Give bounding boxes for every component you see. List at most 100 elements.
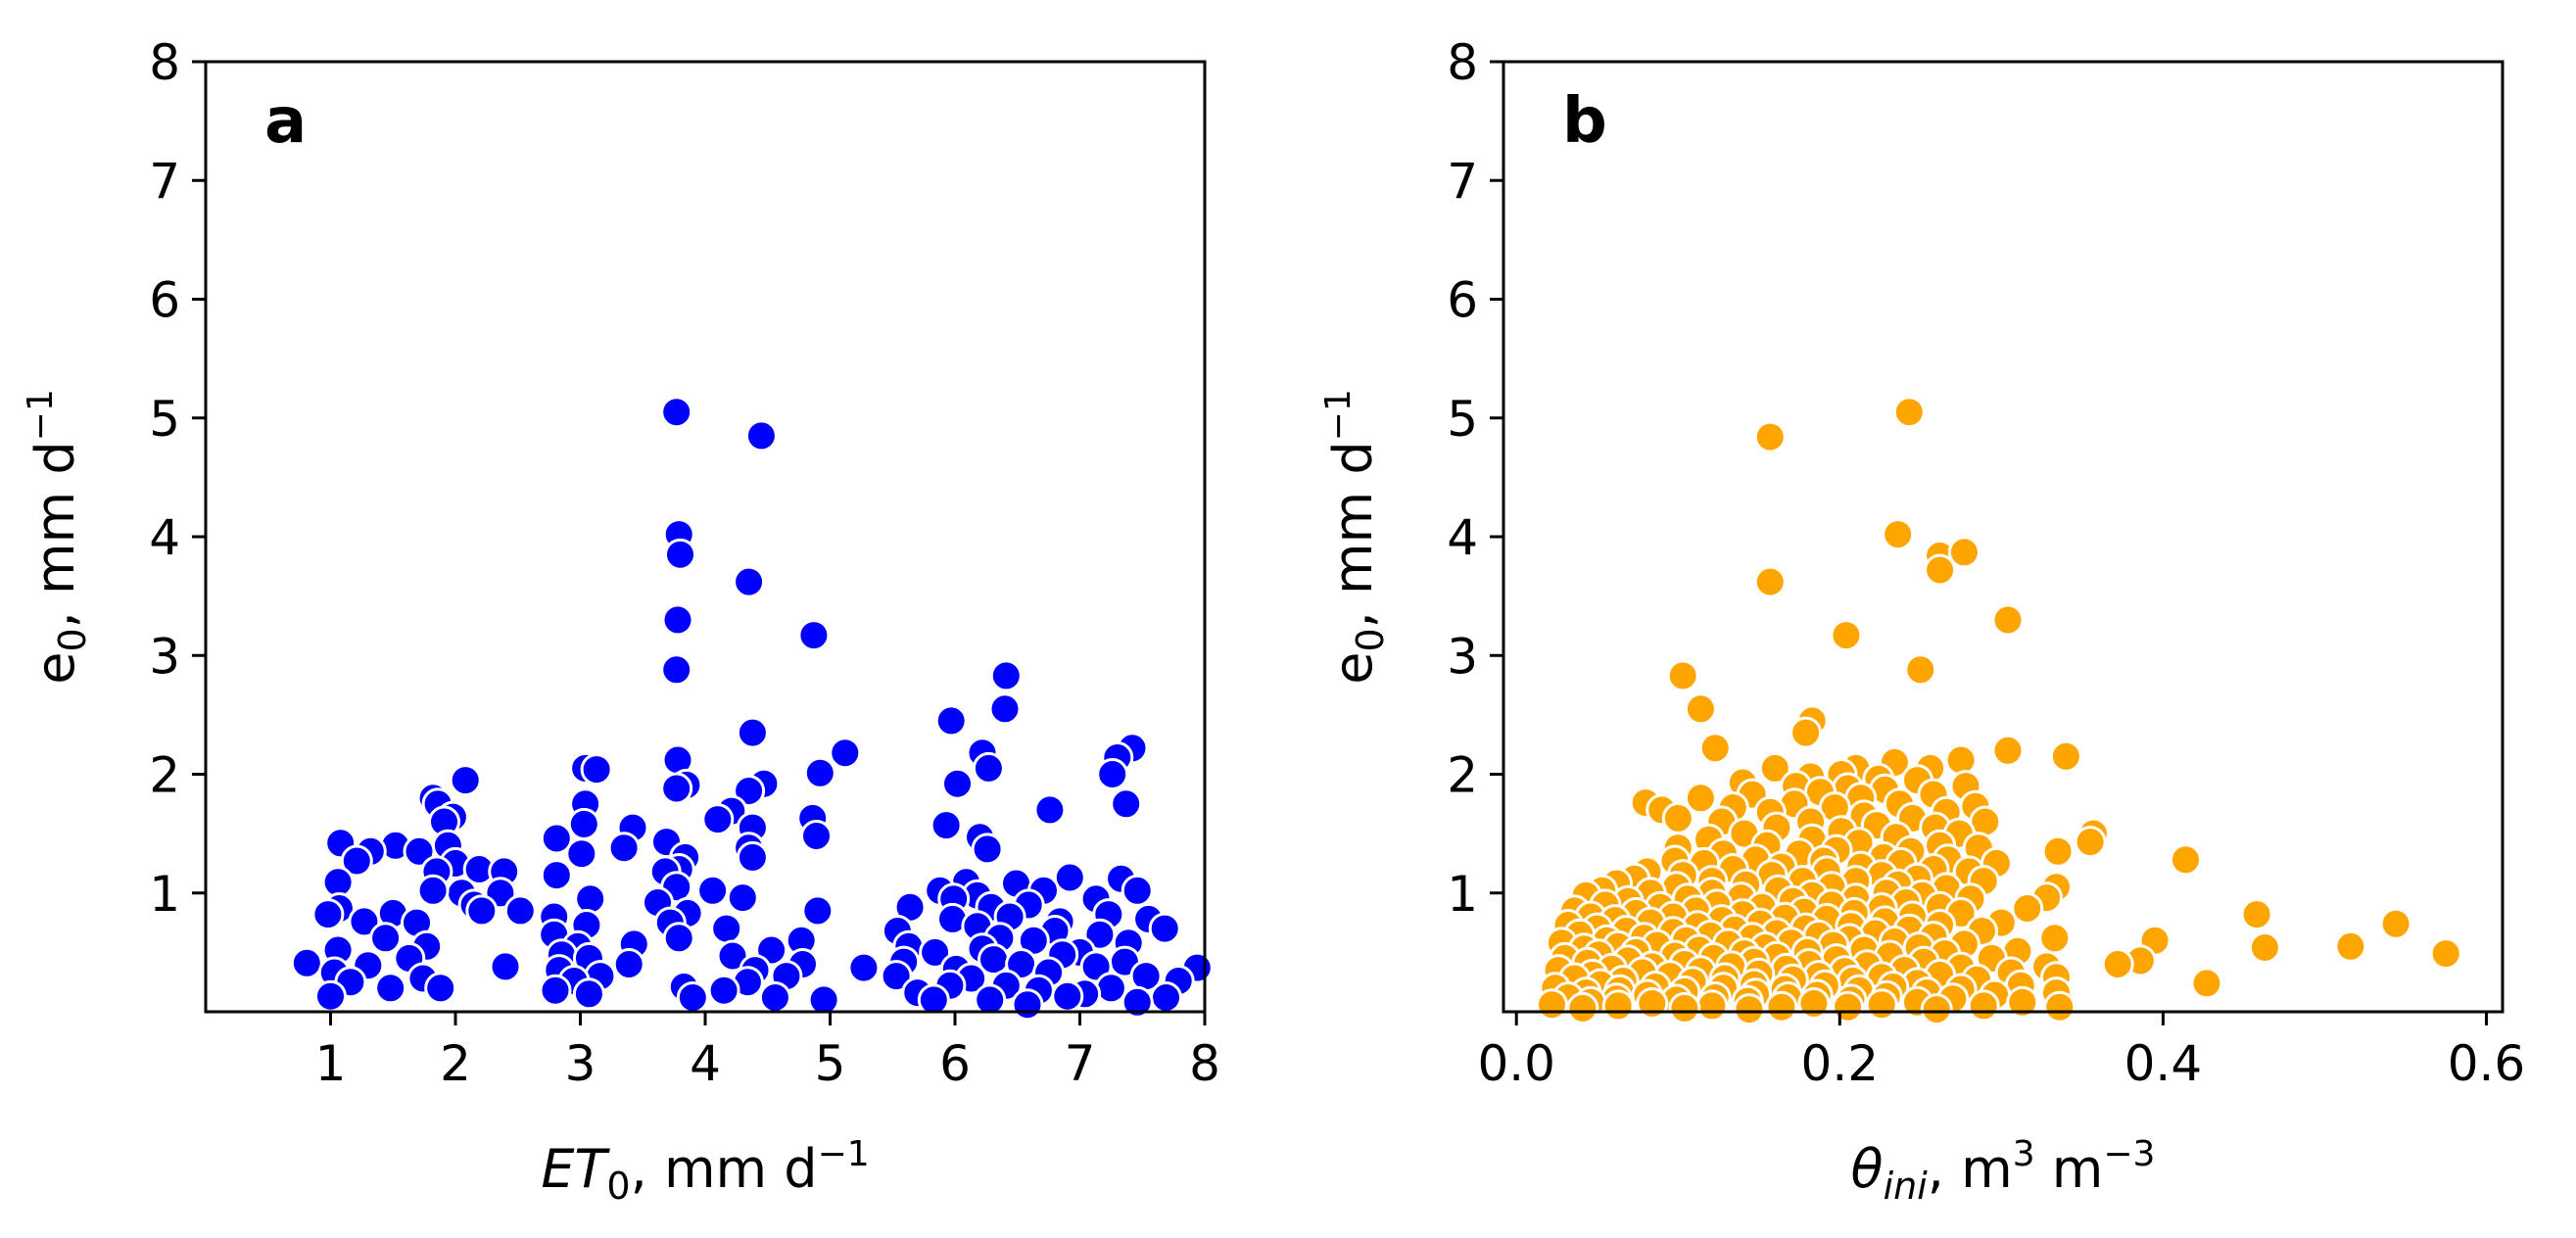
panel-a-point-71 [1121, 874, 1154, 907]
panel-a-ylabel-units: , mm d [24, 441, 86, 628]
panel-a-point-0 [660, 396, 693, 429]
panel-a-point-136 [612, 948, 645, 980]
panel-b-point-2 [1882, 518, 1915, 551]
panel-a-y-axis-label: e0, mm d−1 [21, 389, 94, 684]
panel-a-point-5 [661, 603, 694, 637]
panel-b-y-tick-label-5: 6 [1447, 272, 1478, 329]
panel-a-point-1 [744, 419, 778, 452]
panel-a-point-30 [1110, 787, 1143, 821]
panel-b-x-tick-label-0: 0.0 [1477, 1035, 1555, 1092]
panel-b-point-273 [1865, 988, 1898, 1022]
panel-b-point-207 [2101, 948, 2134, 980]
panel-b-y-tick-label-6: 7 [1447, 153, 1478, 210]
panel-b-point-9 [1904, 653, 1937, 687]
panel-b-point-13 [1789, 716, 1823, 749]
panel-a-point-114 [662, 922, 695, 955]
panel-a-point-32 [1033, 793, 1067, 827]
panel-b-y-tick-label-0: 1 [1447, 866, 1478, 923]
panel-b-point-19 [1758, 751, 1791, 785]
panel-a-point-81 [726, 881, 759, 915]
panel-b-label: b [1562, 85, 1607, 158]
panel-b-x-tick-label-2: 0.4 [2124, 1035, 2203, 1092]
panel-b-ylabel-main: e [1322, 652, 1384, 685]
panel-a-point-172 [1051, 979, 1084, 1013]
panel-b-y-tick-label-4: 5 [1447, 391, 1478, 448]
panel-a-point-39 [930, 809, 963, 842]
panel-a-point-21 [1096, 758, 1129, 790]
panel-a-x-axis-label: ET0, mm d−1 [541, 1134, 869, 1208]
panel-a-point-169 [572, 977, 605, 1011]
panel-a-point-166 [539, 974, 572, 1007]
panel-a-xlabel-exp: −1 [818, 1134, 870, 1174]
panel-b-point-7 [1991, 603, 2025, 637]
panel-a-point-65 [1053, 861, 1086, 894]
panel-b-points [1536, 396, 2462, 1026]
panel-a-point-23 [941, 767, 974, 800]
panel-b-point-5 [1924, 553, 1957, 587]
panel-a-x-ticks: 1 2 3 4 5 6 7 8 [315, 1012, 1220, 1092]
panel-a-point-26 [660, 772, 693, 805]
panel-b-xlabel-exp1: 3 [2013, 1134, 2035, 1174]
panel-a-x-tick-label-2: 3 [565, 1035, 596, 1092]
panel-a-x-tick-label-3: 4 [690, 1035, 721, 1092]
panel-a-point-176 [676, 981, 709, 1014]
panel-a-point-163 [707, 974, 740, 1007]
panel-b-point-282 [1920, 993, 1953, 1026]
panel-a-xlabel-sub: 0 [606, 1165, 630, 1208]
panel-b-point-6 [1753, 565, 1787, 598]
panel-a-point-167 [424, 972, 457, 1005]
panel-a-point-7 [660, 653, 693, 687]
panel-b-point-272 [1536, 988, 1568, 1022]
panel-a-point-27 [733, 775, 766, 807]
panel-b-point-279 [2043, 990, 2076, 1024]
panel-a-y-tick-label-2: 3 [149, 628, 180, 685]
panel-a-point-175 [1150, 981, 1182, 1014]
panel-b-point-280 [1566, 991, 1599, 1024]
panel-a-point-135 [290, 946, 323, 979]
panel-b-ylabel-units: , mm d [1322, 441, 1384, 628]
panel-a-point-57 [340, 844, 373, 878]
panel-a-ylabel-main: e [24, 652, 86, 685]
panel-a-point-151 [880, 960, 913, 993]
panel-b-point-61 [2074, 826, 2107, 859]
panel-a-point-129 [716, 939, 749, 973]
panel-a-point-42 [800, 820, 833, 852]
panel-b-x-ticks: 0.0 0.2 0.4 0.6 [1477, 1012, 2525, 1092]
panel-a-point-50 [607, 832, 641, 865]
panel-a-point-56 [736, 840, 769, 874]
panel-a-xlabel-units: , mm d [631, 1138, 818, 1200]
panel-a-y-ticks: 1 2 3 4 5 6 7 8 [149, 34, 206, 923]
panel-b-y-tick-label-1: 2 [1447, 747, 1478, 804]
panel-a-point-173 [314, 979, 347, 1013]
panel-b-point-270 [1797, 987, 1831, 1020]
panel-a-point-105 [1148, 912, 1181, 945]
panel-b-xlabel-units: , m [1928, 1138, 2013, 1200]
panel-a-point-80 [574, 882, 607, 916]
panel-b-y-tick-label-3: 4 [1447, 509, 1478, 566]
panel-b-point-73 [2170, 843, 2202, 877]
panel-a-point-106 [710, 912, 743, 945]
panel-a-point-171 [758, 981, 791, 1014]
panel-a-point-140 [489, 950, 522, 983]
panel-a-point-51 [971, 833, 1004, 866]
panel-b-point-283 [1733, 993, 1766, 1026]
panel-b-point-271 [1636, 987, 1669, 1020]
panel-a-ylabel-sub: 0 [51, 628, 94, 651]
panel-a-point-111 [1083, 918, 1117, 951]
panel-a-point-14 [829, 737, 862, 770]
panel-a-point-126 [919, 935, 952, 969]
panel-a-point-180 [1011, 988, 1044, 1022]
panel-a-point-89 [503, 894, 537, 928]
panel-b-point-8 [1830, 619, 1863, 652]
panel-a-x-tick-label-1: 2 [440, 1035, 471, 1092]
panel-a-point-35 [701, 803, 735, 836]
panel-a-point-6 [797, 619, 831, 652]
panel-a-point-179 [1121, 985, 1154, 1019]
panel-b-point-278 [1832, 990, 1865, 1024]
panel-b-xlabel-exp2: −3 [2103, 1134, 2155, 1174]
panel-a-point-11 [736, 716, 769, 749]
panel-b-point-167 [2038, 922, 2072, 955]
